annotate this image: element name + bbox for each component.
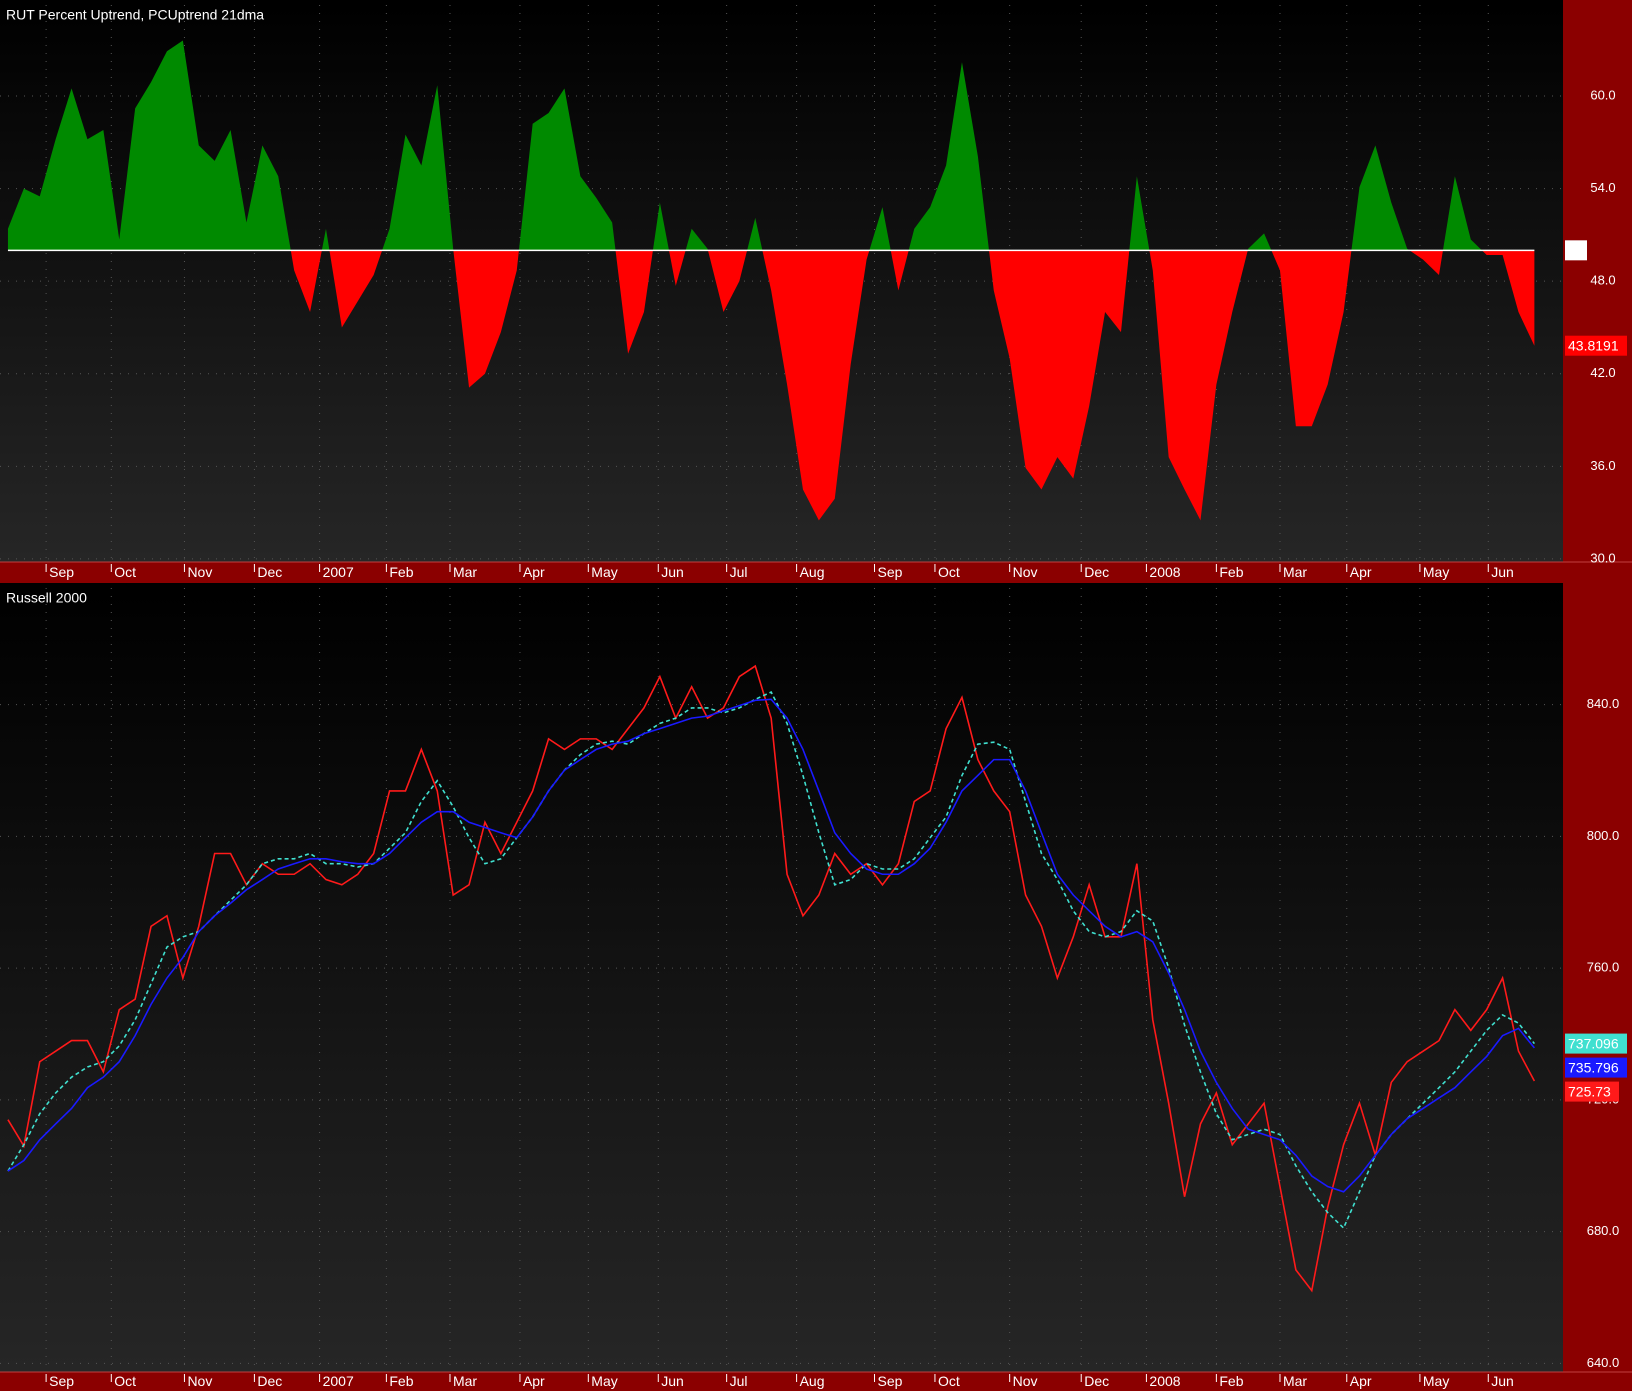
x-tick-label: Apr (1350, 1373, 1372, 1389)
x-tick-label: Jun (1491, 564, 1514, 580)
x-tick-label: Sep (49, 564, 74, 580)
x-tick-label: Dec (257, 564, 282, 580)
x-tick-label: Nov (187, 564, 212, 580)
chart-title: RUT Percent Uptrend, PCUptrend 21dma (6, 6, 264, 22)
y-tick-label: 54.0 (1590, 180, 1615, 195)
plot-background (0, 588, 1563, 1372)
y-tick-label: 800.0 (1587, 828, 1620, 843)
x-tick-label: 2007 (323, 1373, 354, 1389)
x-tick-label: Feb (389, 1373, 413, 1389)
x-tick-label: 2007 (323, 564, 354, 580)
x-tick-label: Sep (49, 1373, 74, 1389)
x-tick-label: Aug (800, 1373, 825, 1389)
series-line (7, 664, 1536, 1293)
x-tick-label: May (1423, 1373, 1449, 1389)
x-tick-label: Mar (453, 564, 477, 580)
area-above (7, 40, 1482, 251)
last-value-label-box (1565, 1057, 1627, 1078)
x-tick-label: Mar (1283, 564, 1307, 580)
baseline-label-box (1565, 240, 1587, 261)
x-tick-label: Mar (453, 1373, 477, 1389)
last-value-label-box (1565, 1033, 1627, 1054)
y-tick-label: 36.0 (1590, 458, 1615, 473)
x-tick-label: Oct (938, 564, 960, 580)
x-tick-label: Sep (878, 564, 903, 580)
y-tick-label: 30.0 (1590, 550, 1615, 565)
x-tick-label: Dec (257, 1373, 282, 1389)
y-tick-label: 760.0 (1587, 960, 1620, 975)
y-tick-label: 60.0 (1590, 87, 1615, 102)
series-line (7, 698, 1535, 1193)
x-tick-label: Feb (1219, 564, 1243, 580)
x-tick-label: Jun (661, 564, 684, 580)
x-tick-label: Jul (730, 1373, 748, 1389)
x-tick-label: Nov (187, 1373, 212, 1389)
x-tick-label: 2008 (1149, 564, 1180, 580)
x-tick-label: May (1423, 564, 1449, 580)
time-axis-bar (0, 562, 1632, 583)
series-line (7, 691, 1536, 1230)
price-axis-strip (1563, 0, 1632, 1391)
x-tick-label: Sep (878, 1373, 903, 1389)
y-tick-label: 680.0 (1587, 1223, 1620, 1238)
x-tick-label: Mar (1283, 1373, 1307, 1389)
y-tick-label: 48.0 (1590, 273, 1615, 288)
x-tick-label: Oct (938, 1373, 960, 1389)
x-tick-label: Aug (800, 564, 825, 580)
x-tick-label: Jun (661, 1373, 684, 1389)
x-tick-label: May (591, 1373, 617, 1389)
last-value-label: 735.796 (1568, 1059, 1619, 1075)
y-tick-label: 42.0 (1590, 365, 1615, 380)
x-tick-label: Jul (730, 564, 748, 580)
y-tick-label: 640.0 (1587, 1355, 1620, 1370)
x-tick-label: May (591, 564, 617, 580)
x-tick-label: Oct (114, 1373, 136, 1389)
chart-title: Russell 2000 (6, 589, 87, 605)
last-value-label-box (1565, 1081, 1619, 1102)
last-value-label: 737.096 (1568, 1035, 1619, 1051)
last-value-label: 725.73 (1568, 1083, 1611, 1099)
time-axis-bar (0, 1372, 1632, 1391)
x-tick-label: Nov (1013, 1373, 1038, 1389)
last-value-label: 43.8191 (1568, 337, 1619, 353)
x-tick-label: Apr (1350, 564, 1372, 580)
x-tick-label: Apr (523, 564, 545, 580)
baseline-label: 50 (1568, 242, 1584, 258)
x-tick-label: Jun (1491, 1373, 1514, 1389)
x-tick-label: Dec (1084, 1373, 1109, 1389)
x-tick-label: Feb (1219, 1373, 1243, 1389)
x-tick-label: Dec (1084, 564, 1109, 580)
y-tick-label: 840.0 (1587, 696, 1620, 711)
x-tick-label: Nov (1013, 564, 1038, 580)
last-value-label-box (1565, 335, 1627, 356)
x-tick-label: Oct (114, 564, 136, 580)
x-tick-label: Feb (389, 564, 413, 580)
x-tick-label: Apr (523, 1373, 545, 1389)
x-tick-label: 2008 (1149, 1373, 1180, 1389)
